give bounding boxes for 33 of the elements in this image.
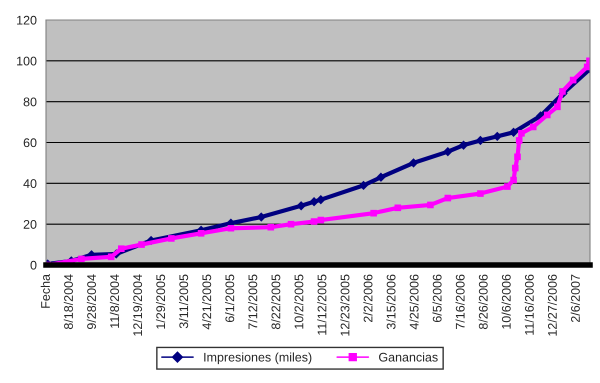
x-tick-label: 8/22/2005	[271, 274, 280, 330]
x-tick-label: 10/2/2005	[294, 274, 304, 329]
x-tick-label: 11/16/2006	[524, 274, 534, 335]
x-tick-label: 8/26/2006	[478, 274, 488, 330]
x-tick-label: 7/16/2006	[455, 274, 465, 329]
x-tick-label: 12/27/2006	[548, 274, 557, 336]
x-tick-label: 4/25/2006	[409, 274, 419, 330]
x-tick-label: 12/19/2004	[132, 274, 142, 336]
x-tick-label: 10/6/2006	[502, 274, 511, 329]
x-tick-label: 11/8/2004	[110, 274, 120, 328]
x-tick-label: 6/1/2005	[225, 274, 234, 322]
x-tick-label: 4/21/2005	[202, 274, 212, 330]
legend-label: Ganancias	[379, 352, 438, 362]
x-tick-label: 3/11/2005	[178, 274, 188, 328]
x-tick-label: 9/28/2004	[86, 274, 96, 330]
x-tick-label: 8/18/2004	[64, 274, 73, 330]
y-tick-label: 0	[30, 260, 36, 270]
y-tick-label: 100	[17, 56, 36, 66]
y-tick-label: 60	[24, 138, 36, 148]
x-tick-label: 11/12/2005	[317, 274, 326, 335]
y-tick-label: 80	[24, 97, 36, 106]
legend-label: Impresiones (miles)	[204, 352, 312, 364]
x-tick-label: Fecha	[40, 274, 50, 308]
x-tick-label: 7/12/2005	[248, 274, 258, 329]
x-tick-label: 2/6/2007	[570, 274, 580, 322]
x-tick-label: 1/29/2005	[156, 274, 166, 329]
x-tick-label: 6/5/2006	[432, 274, 442, 322]
x-tick-label: 3/15/2006	[386, 274, 396, 330]
y-tick-label: 40	[23, 179, 36, 188]
y-tick-label: 20	[24, 220, 36, 229]
x-tick-label: 12/23/2005	[340, 274, 350, 336]
y-tick-label: 120	[17, 16, 36, 25]
x-tick-label: 2/2/2006	[363, 274, 372, 322]
